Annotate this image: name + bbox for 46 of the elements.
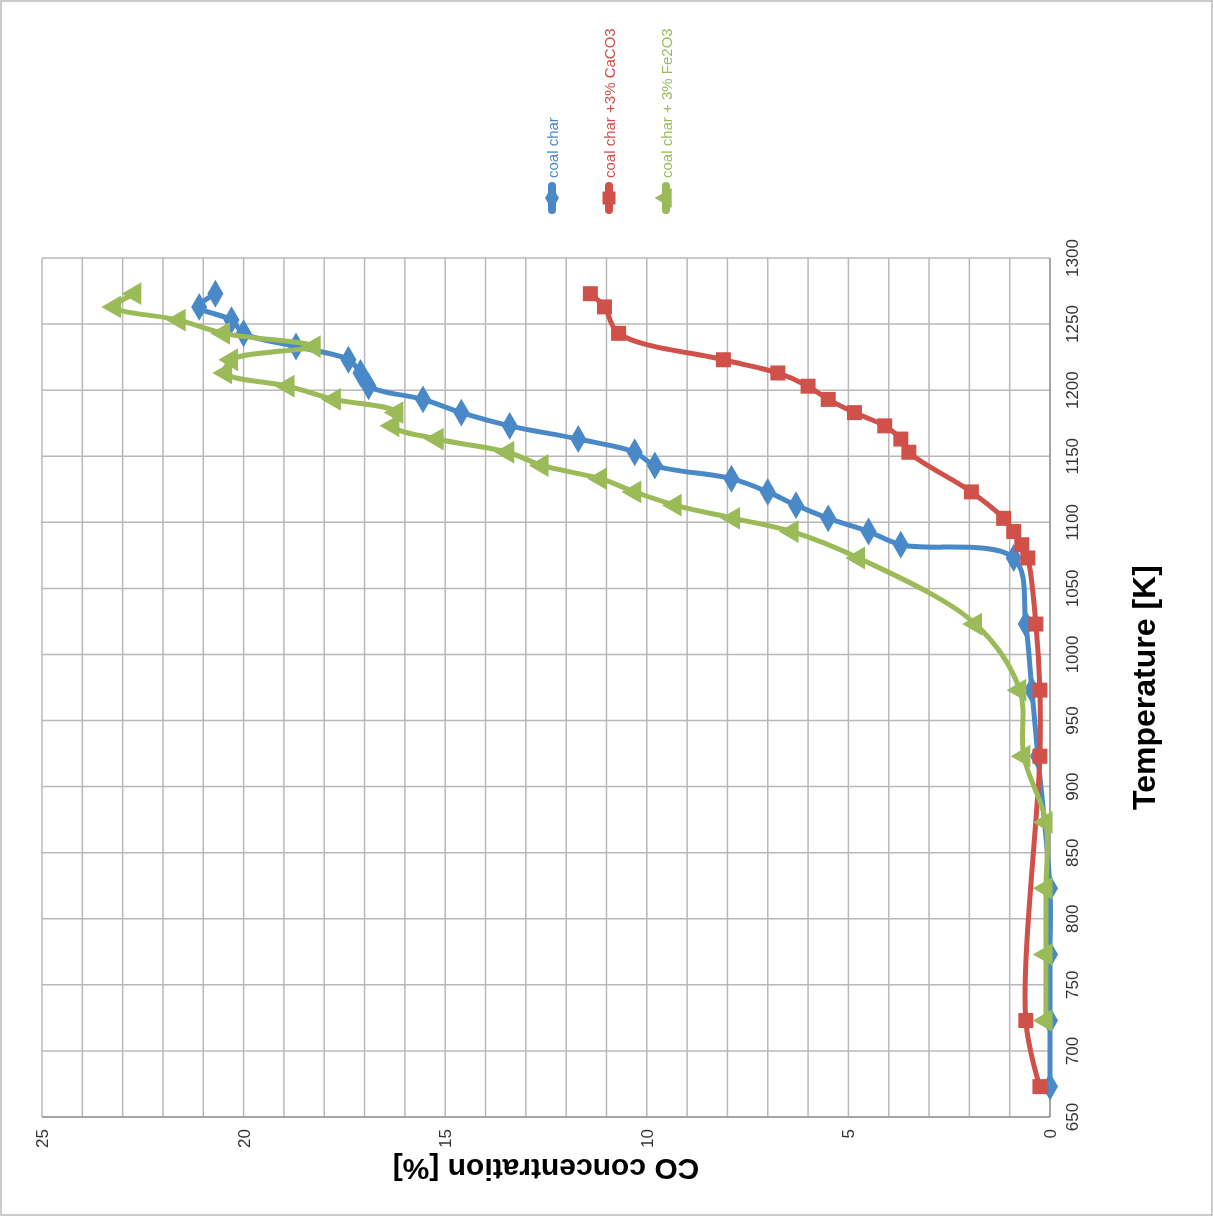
x-tick-label: 10 (637, 1129, 657, 1148)
point (596, 299, 612, 315)
text: coal char + 3% Fe2O3 (658, 28, 675, 178)
point (820, 391, 836, 407)
text: coal char (544, 117, 561, 178)
point (877, 418, 893, 434)
point (901, 444, 917, 460)
point (1006, 524, 1022, 540)
point (770, 365, 786, 381)
point (1032, 682, 1048, 698)
point (963, 484, 979, 500)
y-tick-label: 1000 (1063, 635, 1082, 674)
y-tick-label: 650 (1063, 1102, 1082, 1132)
point (800, 378, 816, 394)
x-tick-label: 20 (234, 1129, 254, 1148)
point (1028, 616, 1044, 632)
y-tick-label: 800 (1063, 904, 1082, 933)
y-tick-label: 1200 (1063, 371, 1082, 410)
point (1032, 748, 1048, 764)
y-tick-label: 1050 (1063, 569, 1082, 608)
point (582, 286, 598, 302)
y-tick-label: 700 (1063, 1036, 1082, 1066)
y-tick-label: 1250 (1063, 305, 1082, 343)
y-tick-label: 1300 (1063, 239, 1082, 277)
y-tick-label: 1100 (1063, 504, 1082, 541)
point (996, 510, 1012, 526)
point (893, 431, 909, 447)
x-tick-label: 5 (839, 1129, 859, 1139)
x-tick-label: 25 (33, 1129, 52, 1148)
point (611, 325, 627, 341)
x-tick-label: 0 (1041, 1129, 1060, 1139)
y-tick-label: 1150 (1063, 437, 1082, 475)
point (1018, 1013, 1034, 1029)
point (1020, 550, 1036, 566)
y-tick-label: 950 (1063, 706, 1082, 735)
point (1032, 1079, 1048, 1095)
point (1014, 537, 1030, 553)
y-tick-label: 850 (1063, 838, 1082, 867)
point (846, 405, 862, 421)
x-axis-title: CO concentration [%] (392, 1153, 700, 1186)
text: coal char +3% CaCO3 (601, 28, 618, 178)
y-axis-title: Temperature [K] (1126, 565, 1162, 810)
y-tick-label: 750 (1063, 970, 1082, 1000)
x-tick-label: 15 (436, 1129, 456, 1148)
y-tick-label: 900 (1063, 772, 1082, 801)
point (715, 352, 731, 368)
